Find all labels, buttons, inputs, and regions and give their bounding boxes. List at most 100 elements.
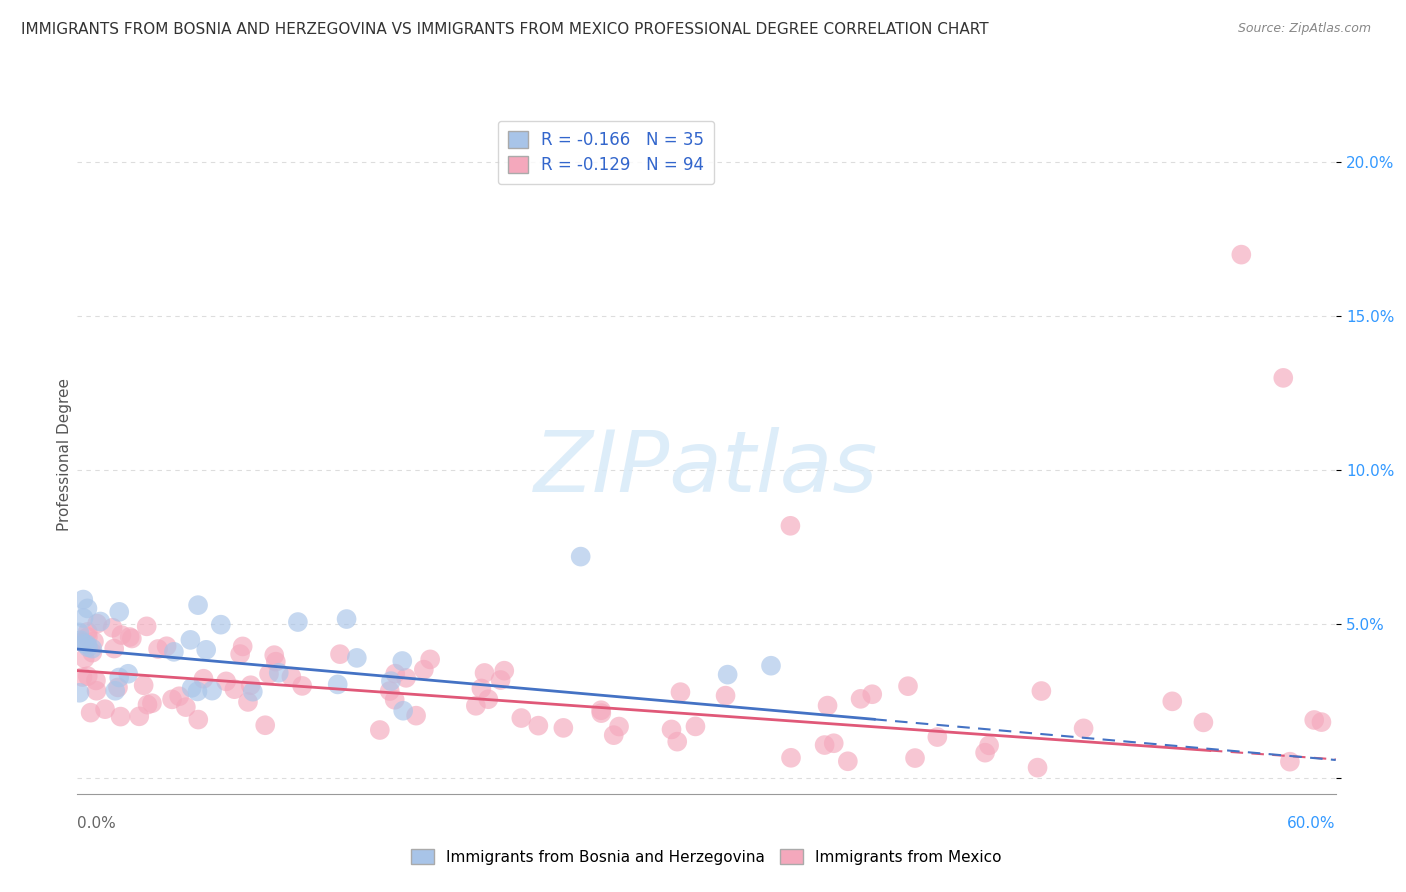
Point: [591, 706, 613, 720]
Point: [239, 678, 262, 692]
Point: [849, 691, 872, 706]
Point: [346, 651, 368, 665]
Point: [714, 689, 737, 703]
Point: [395, 671, 418, 685]
Point: [72, 670, 94, 684]
Point: [76, 638, 98, 652]
Point: [591, 703, 613, 717]
Text: ZIPatlas: ZIPatlas: [534, 427, 879, 510]
Point: [553, 721, 575, 735]
Point: [384, 692, 406, 706]
Text: 60.0%: 60.0%: [1288, 816, 1336, 831]
Point: [685, 719, 707, 733]
Point: [380, 674, 402, 689]
Point: [280, 670, 302, 684]
Point: [89, 615, 111, 629]
Point: [135, 619, 157, 633]
Point: [77, 630, 100, 644]
Point: [669, 685, 692, 699]
Point: [107, 681, 129, 695]
Point: [837, 754, 859, 768]
Point: [195, 642, 218, 657]
Point: [329, 647, 352, 661]
Point: [69, 686, 91, 700]
Point: [163, 645, 186, 659]
Point: [121, 632, 143, 646]
Point: [335, 612, 357, 626]
Point: [229, 647, 252, 661]
Point: [1278, 755, 1301, 769]
Point: [110, 628, 132, 642]
Point: [70, 635, 93, 649]
Point: [607, 720, 630, 734]
Point: [257, 666, 280, 681]
Text: Source: ZipAtlas.com: Source: ZipAtlas.com: [1237, 22, 1371, 36]
Point: [1026, 761, 1049, 775]
Point: [141, 696, 163, 710]
Point: [67, 625, 90, 640]
Point: [82, 641, 104, 656]
Point: [267, 665, 290, 680]
Point: [193, 672, 215, 686]
Point: [83, 634, 105, 648]
Point: [79, 706, 101, 720]
Text: IMMIGRANTS FROM BOSNIA AND HERZEGOVINA VS IMMIGRANTS FROM MEXICO PROFESSIONAL DE: IMMIGRANTS FROM BOSNIA AND HERZEGOVINA V…: [21, 22, 988, 37]
Point: [146, 642, 169, 657]
Point: [904, 751, 927, 765]
Point: [779, 518, 801, 533]
Point: [287, 615, 309, 629]
Point: [186, 684, 208, 698]
Point: [603, 728, 626, 742]
Point: [118, 630, 141, 644]
Point: [368, 723, 391, 737]
Point: [232, 640, 254, 654]
Point: [76, 624, 98, 639]
Point: [510, 711, 533, 725]
Point: [179, 632, 201, 647]
Point: [76, 669, 98, 683]
Point: [136, 698, 159, 712]
Point: [236, 695, 259, 709]
Point: [494, 664, 516, 678]
Point: [813, 738, 835, 752]
Point: [187, 713, 209, 727]
Point: [326, 677, 349, 691]
Point: [527, 719, 550, 733]
Point: [759, 658, 782, 673]
Point: [1073, 722, 1095, 736]
Point: [666, 734, 689, 748]
Point: [412, 663, 434, 677]
Point: [76, 601, 98, 615]
Point: [264, 655, 287, 669]
Point: [661, 723, 683, 737]
Legend: R = -0.166   N = 35, R = -0.129   N = 94: R = -0.166 N = 35, R = -0.129 N = 94: [498, 121, 714, 184]
Point: [224, 682, 246, 697]
Point: [72, 592, 94, 607]
Point: [974, 746, 997, 760]
Point: [84, 673, 107, 688]
Point: [155, 639, 177, 653]
Point: [117, 666, 139, 681]
Point: [128, 709, 150, 723]
Point: [1031, 684, 1053, 698]
Point: [477, 692, 499, 706]
Point: [1192, 715, 1215, 730]
Point: [780, 751, 803, 765]
Point: [160, 692, 183, 706]
Y-axis label: Professional Degree: Professional Degree: [56, 378, 72, 532]
Point: [167, 690, 190, 704]
Point: [86, 683, 108, 698]
Point: [108, 605, 131, 619]
Point: [1303, 713, 1326, 727]
Point: [391, 654, 413, 668]
Point: [103, 641, 125, 656]
Point: [569, 549, 592, 564]
Point: [201, 683, 224, 698]
Point: [180, 681, 202, 695]
Point: [82, 646, 104, 660]
Point: [86, 616, 108, 631]
Point: [263, 648, 285, 662]
Point: [104, 683, 127, 698]
Point: [108, 670, 131, 684]
Point: [817, 698, 839, 713]
